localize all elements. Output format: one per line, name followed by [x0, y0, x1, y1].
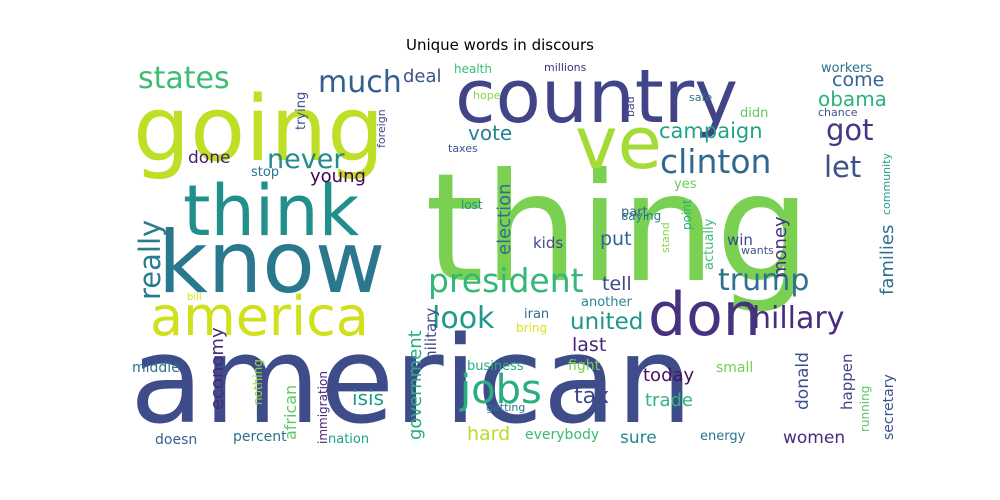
word-thing: thing [425, 142, 811, 316]
word-percent: percent [233, 429, 287, 445]
word-win: win [727, 231, 753, 249]
word-stand: stand [659, 222, 672, 253]
word-business: business [467, 359, 524, 374]
word-look: look [432, 301, 495, 336]
word-tell: tell [602, 273, 632, 295]
word-community: community [880, 152, 893, 215]
word-president: president [428, 261, 584, 300]
word-actually: actually [702, 218, 717, 270]
word-donald: donald [793, 352, 813, 410]
word-kids: kids [533, 234, 563, 252]
word-clinton: clinton [660, 142, 771, 181]
word-running: running [858, 386, 872, 432]
word-think: think [183, 170, 360, 252]
word-hard: hard [467, 423, 510, 445]
word-chance: chance [818, 106, 858, 119]
word-safe: safe [689, 91, 712, 104]
word-secretary: secretary [881, 374, 897, 440]
word-money: money [770, 216, 791, 278]
word-bring: bring [516, 321, 547, 335]
word-bad: bad [624, 96, 637, 117]
word-lost: lost [461, 198, 483, 212]
word-got: got [826, 113, 874, 147]
word-tax: tax [574, 384, 609, 409]
word-families: families [877, 225, 898, 295]
word-last: last [572, 334, 606, 356]
word-don: don [648, 280, 761, 350]
word-let: let [824, 150, 861, 184]
word-another: another [581, 295, 632, 310]
word-trying: trying [294, 92, 309, 130]
word-didn: didn [740, 106, 768, 121]
word-campaign: campaign [659, 119, 763, 143]
word-government: government [405, 330, 426, 440]
word-iran: iran [524, 307, 549, 322]
word-workers: workers [821, 61, 872, 76]
word-happen: happen [838, 354, 856, 410]
word-sure: sure [620, 428, 657, 448]
word-united: united [570, 309, 643, 335]
word-doesn: doesn [155, 432, 197, 448]
word-really: really [133, 220, 167, 300]
word-come: come [832, 69, 884, 91]
word-election: election [494, 183, 515, 255]
word-health: health [454, 62, 492, 76]
word-deal: deal [403, 66, 442, 87]
word-bill: bill [187, 292, 202, 303]
word-women: women [783, 428, 845, 448]
word-obama: obama [818, 87, 887, 111]
word-point: point [680, 199, 694, 230]
word-taxes: taxes [448, 142, 478, 155]
word-trump: trump [718, 263, 809, 298]
word-wants: wants [741, 244, 774, 257]
word-hillary: hillary [752, 301, 845, 336]
word-middle: middle [132, 360, 180, 376]
word-yes: yes [674, 177, 697, 192]
word-american: american [130, 312, 693, 451]
word-saying: saying [622, 209, 661, 223]
word-states: states [138, 61, 230, 96]
word-today: today [643, 365, 695, 386]
word-stop: stop [251, 165, 279, 180]
word-everybody: everybody [525, 427, 599, 443]
word-know: know [158, 213, 385, 313]
word-young: young [310, 166, 366, 187]
word-immigration: immigration [316, 371, 330, 444]
word-african: african [281, 385, 300, 440]
word-energy: energy [700, 429, 746, 444]
word-economy: economy [207, 327, 228, 410]
word-hope: hope [473, 89, 501, 102]
word-vote: vote [468, 121, 512, 145]
word-ve: ve [575, 101, 662, 185]
word-getting: getting [486, 401, 525, 414]
word-small: small [716, 360, 753, 376]
word-isis: isis [352, 386, 384, 410]
word-trade: trade [645, 390, 693, 411]
word-going: going [133, 77, 384, 182]
word-country: country [455, 54, 738, 140]
word-put: put [600, 228, 632, 250]
chart-title: Unique words in discours [406, 36, 594, 54]
word-much: much [318, 65, 402, 100]
word-jobs: jobs [459, 367, 542, 413]
word-never: never [267, 144, 345, 175]
word-millions: millions [544, 61, 587, 74]
word-nation: nation [328, 432, 369, 447]
word-foreign: foreign [375, 109, 388, 148]
word-america: america [150, 285, 369, 348]
word-part: part [621, 205, 648, 220]
word-military: military [422, 308, 440, 365]
word-fight: fight [568, 358, 601, 374]
word-done: done [188, 148, 230, 168]
word-nothing: nothing [251, 359, 265, 405]
